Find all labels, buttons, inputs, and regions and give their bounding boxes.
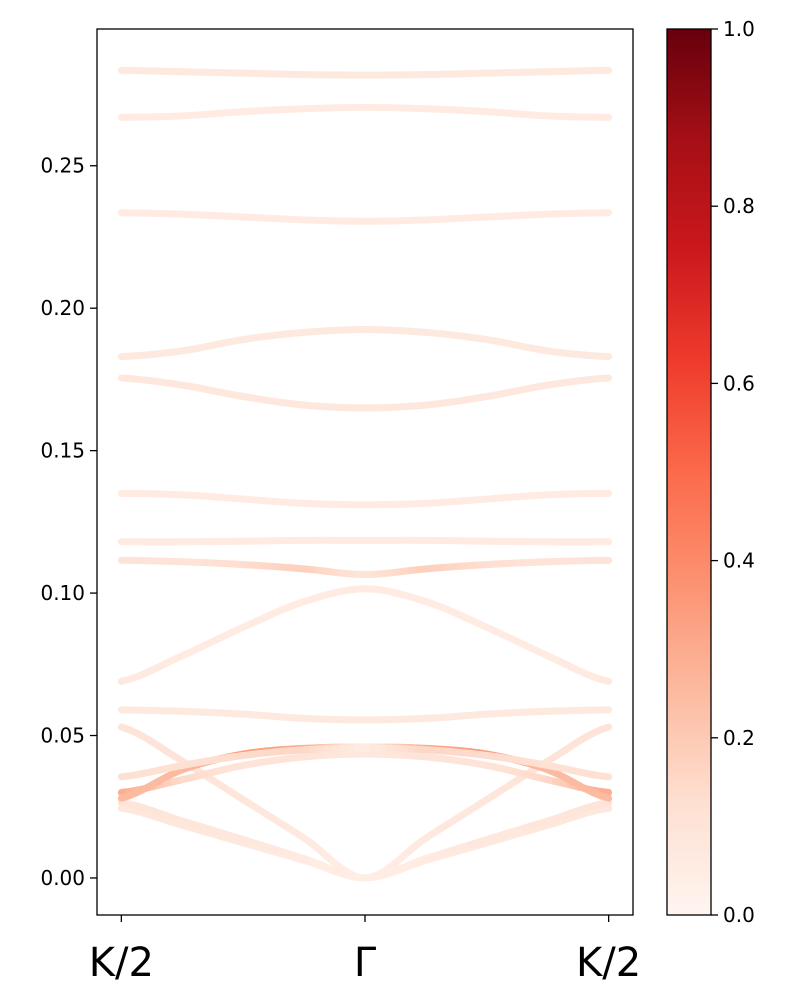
- y-tick-label: 0.15: [40, 439, 85, 463]
- colorbar-ticks: 0.0 0.2 0.4 0.6 0.8 1.0: [711, 17, 755, 927]
- band-segment: [597, 723, 613, 734]
- x-tick-label: Γ: [354, 940, 377, 986]
- colorbar-tick-label: 0.2: [723, 726, 755, 750]
- band-segment: [597, 374, 613, 383]
- band-segment: [597, 772, 613, 781]
- x-axis: K/2 Γ K/2: [89, 915, 641, 986]
- band-line: [117, 66, 613, 79]
- band-line: [117, 744, 613, 781]
- y-axis: 0.00 0.05 0.10 0.15 0.20 0.25: [40, 154, 97, 890]
- band-line: [117, 798, 613, 882]
- y-tick-label: 0.00: [40, 866, 85, 890]
- band-line: [117, 374, 613, 412]
- colorbar-tick-label: 0.6: [723, 371, 755, 395]
- colorbar-tick-label: 1.0: [723, 17, 755, 41]
- band-segment: [597, 804, 613, 813]
- band-segment: [597, 675, 613, 685]
- band-segment: [597, 792, 613, 802]
- band-line: [117, 489, 613, 509]
- y-tick-label: 0.20: [40, 296, 85, 320]
- band-line: [117, 706, 613, 724]
- colorbar: 0.0 0.2 0.4 0.6 0.8 1.0: [666, 17, 755, 927]
- band-line: [117, 804, 613, 882]
- band-line: [117, 103, 613, 121]
- colorbar-gradient: [666, 28, 712, 916]
- band-line: [117, 326, 613, 361]
- y-tick-label: 0.05: [40, 724, 85, 748]
- band-line: [117, 536, 613, 546]
- x-tick-label: K/2: [89, 940, 154, 986]
- y-tick-label: 0.10: [40, 581, 85, 605]
- band-segment: [597, 798, 613, 808]
- plot-area: [96, 28, 634, 916]
- band-line: [117, 723, 613, 882]
- y-tick-label: 0.25: [40, 154, 85, 178]
- band-line: [117, 556, 613, 579]
- band-line: [117, 209, 613, 225]
- band-segment: [597, 788, 613, 796]
- x-tick-label: K/2: [576, 940, 641, 986]
- band-line: [117, 585, 613, 685]
- colorbar-tick-label: 0.8: [723, 194, 755, 218]
- bands-layer: [117, 66, 613, 882]
- colorbar-tick-label: 0.0: [723, 903, 755, 927]
- colorbar-tick-label: 0.4: [723, 549, 755, 573]
